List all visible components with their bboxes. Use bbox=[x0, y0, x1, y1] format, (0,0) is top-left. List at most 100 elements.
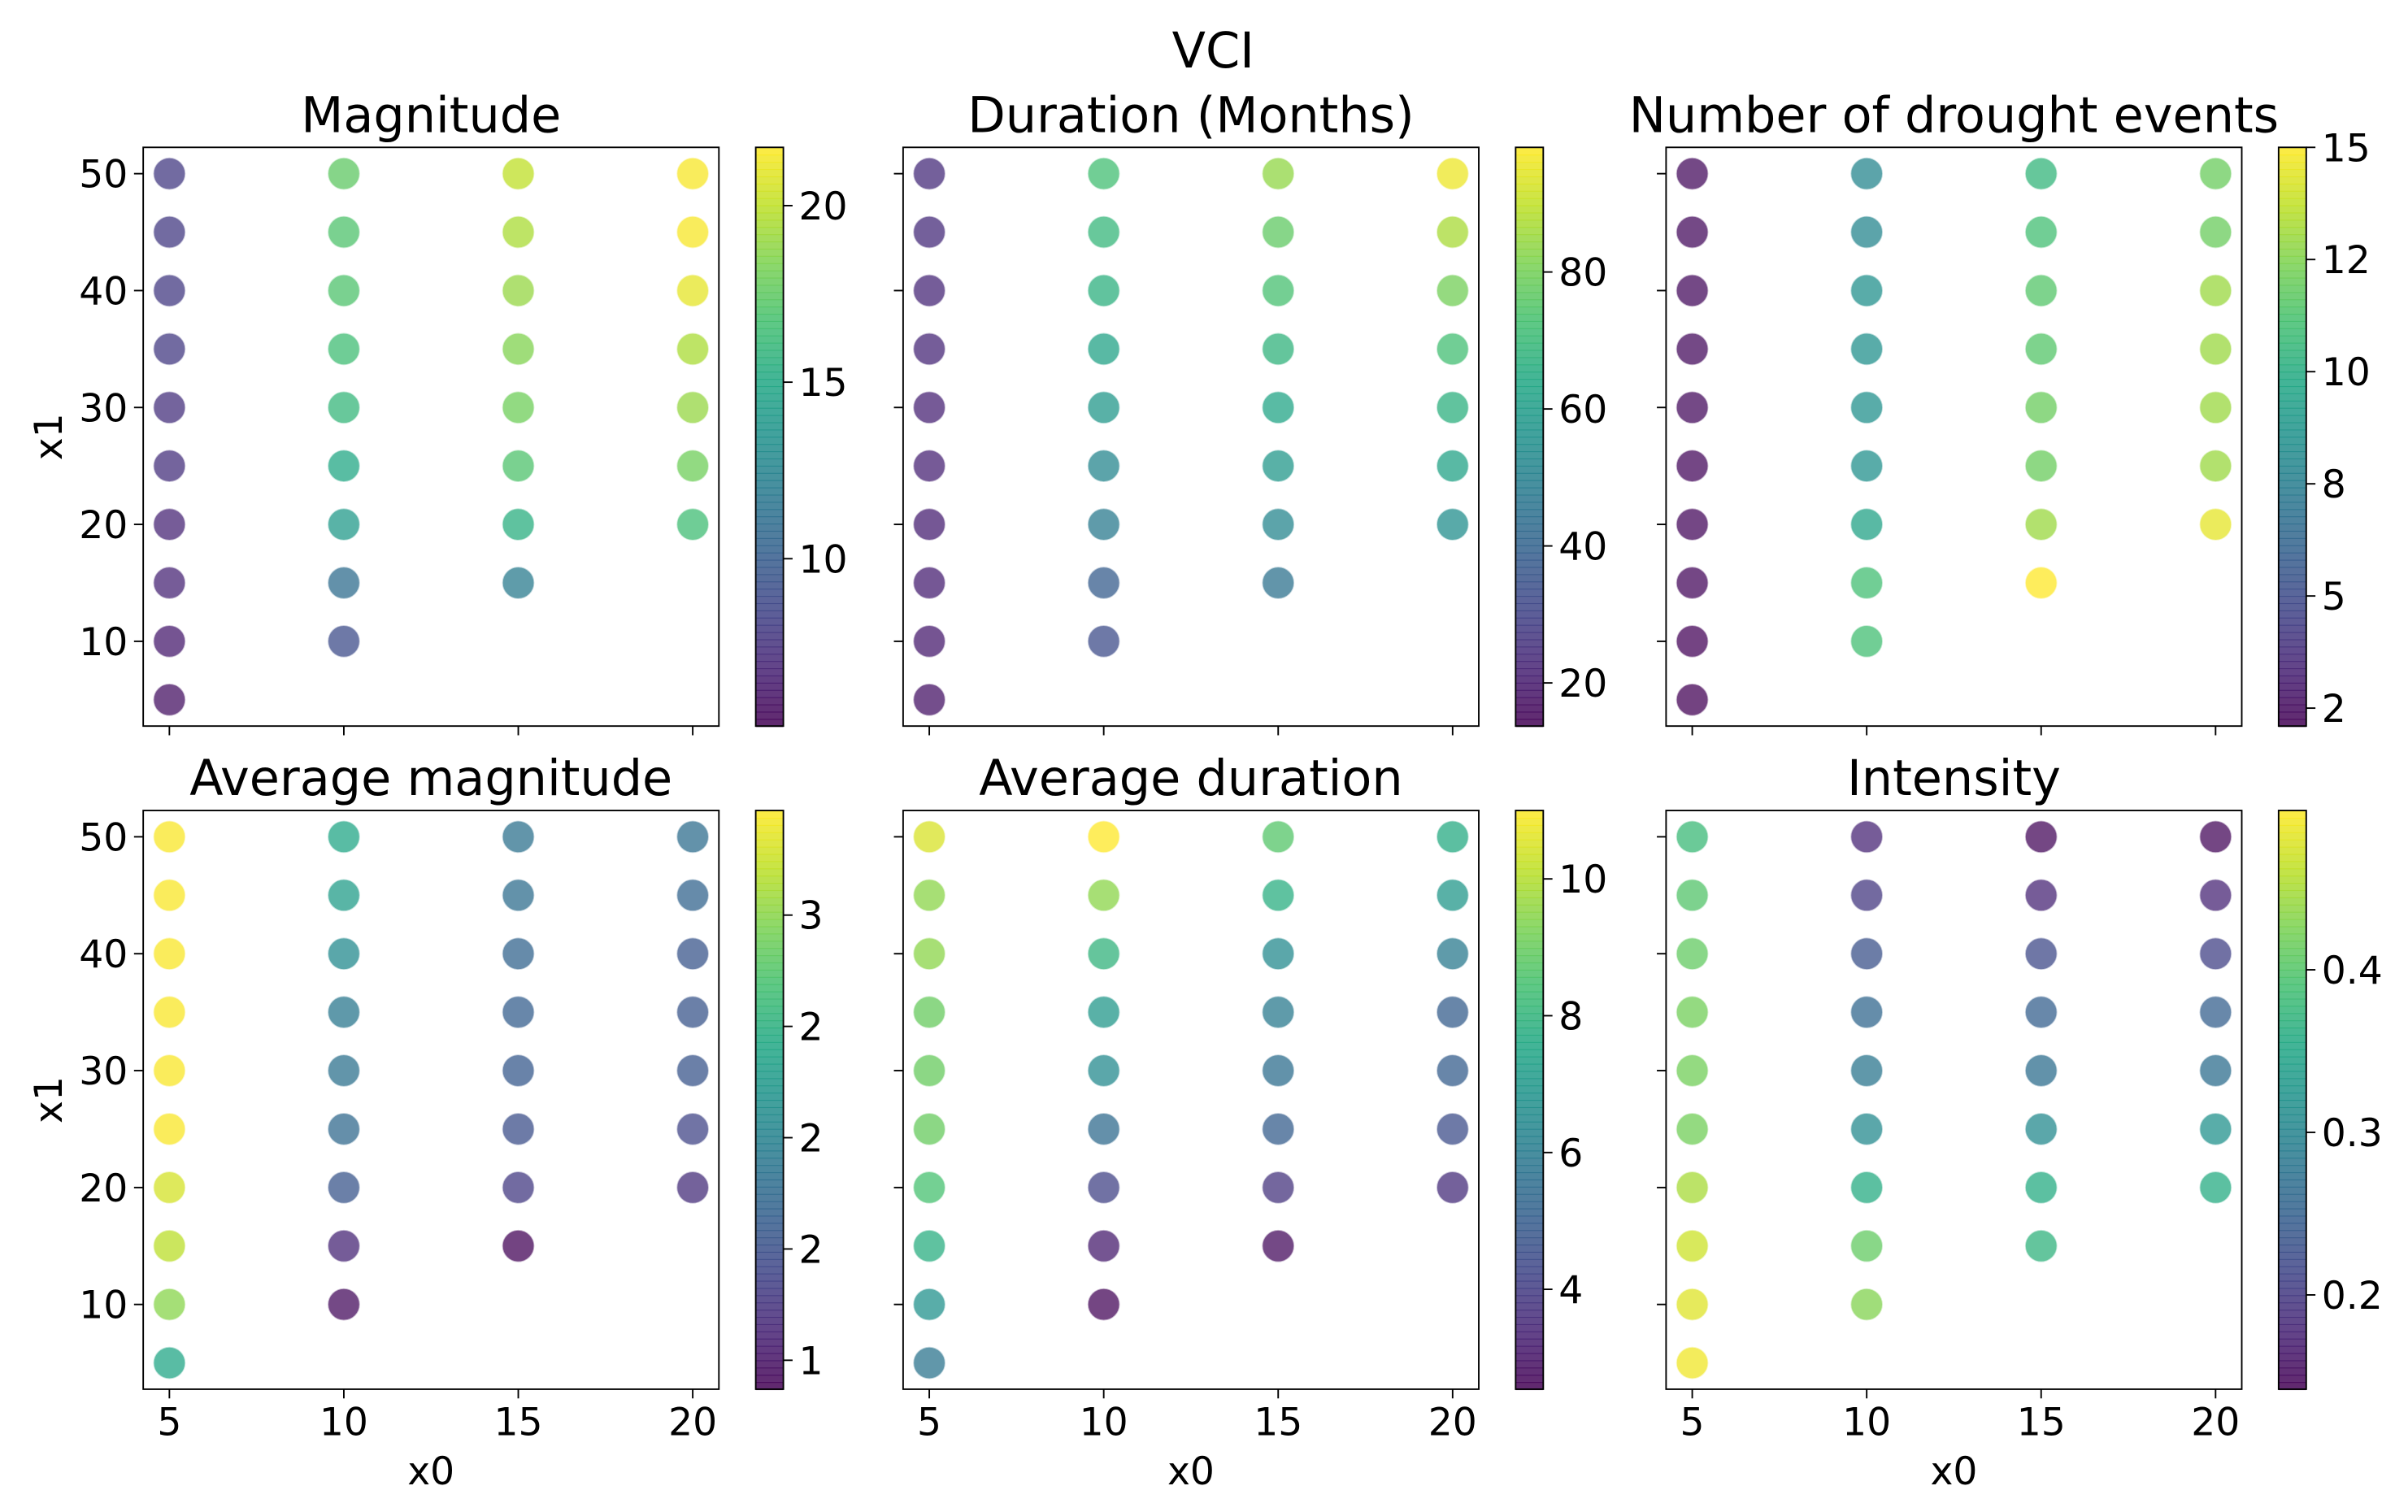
colorbar-segment bbox=[2278, 212, 2306, 221]
scatter-point bbox=[1849, 332, 1884, 367]
scatter-point bbox=[2198, 995, 2233, 1029]
scatter-point bbox=[1849, 449, 1884, 483]
colorbar-segment bbox=[2278, 472, 2306, 481]
colorbar-segment bbox=[1515, 697, 1544, 706]
scatter-point bbox=[2023, 936, 2058, 971]
scatter-point bbox=[1086, 390, 1121, 425]
colorbar-segment bbox=[2278, 654, 2306, 663]
scatter-point bbox=[1436, 449, 1470, 483]
colorbar-segment bbox=[755, 1345, 784, 1354]
colorbar-segment bbox=[1515, 810, 1544, 819]
colorbar-segment bbox=[2278, 1223, 2306, 1232]
scatter-point bbox=[1261, 507, 1296, 541]
colorbar-segment bbox=[2278, 624, 2306, 633]
colorbar-tick-label: 2 bbox=[798, 1117, 823, 1162]
colorbar-segment bbox=[2278, 241, 2306, 250]
scatter-point bbox=[2023, 819, 2058, 854]
scatter-point bbox=[501, 1054, 536, 1088]
colorbar-segment bbox=[1515, 480, 1544, 489]
colorbar-segment bbox=[755, 285, 784, 293]
colorbar-segment bbox=[755, 711, 784, 720]
colorbar-segment bbox=[755, 574, 784, 583]
colorbar-segment bbox=[755, 1302, 784, 1311]
colorbar-segment bbox=[755, 537, 784, 546]
colorbar-segment bbox=[755, 1375, 784, 1384]
colorbar-tick-label: 20 bbox=[1558, 662, 1607, 706]
scatter-point bbox=[1086, 878, 1121, 913]
colorbar-segment bbox=[2278, 277, 2306, 286]
colorbar-segment bbox=[2278, 1041, 2306, 1050]
colorbar-segment bbox=[2278, 919, 2306, 928]
colorbar-segment bbox=[1515, 682, 1544, 691]
scatter-point bbox=[152, 566, 187, 600]
colorbar-segment bbox=[2278, 465, 2306, 474]
colorbar-segment bbox=[1515, 335, 1544, 344]
colorbar-segment bbox=[1515, 1143, 1544, 1152]
colorbar-segment bbox=[2278, 697, 2306, 706]
colorbar-segment bbox=[2278, 810, 2306, 819]
scatter-point bbox=[912, 1287, 946, 1322]
colorbar-segment bbox=[755, 1353, 784, 1362]
colorbar-segment bbox=[1515, 458, 1544, 467]
colorbar-segment bbox=[2278, 1027, 2306, 1036]
colorbar-segment bbox=[2278, 357, 2306, 366]
colorbar-segment bbox=[1515, 602, 1544, 611]
scatter-point bbox=[676, 449, 710, 483]
scatter-point bbox=[1849, 995, 1884, 1029]
colorbar-segment bbox=[2278, 313, 2306, 322]
colorbar-segment bbox=[755, 1288, 784, 1297]
colorbar-segment bbox=[1515, 1056, 1544, 1065]
colorbar-segment bbox=[755, 385, 784, 394]
scatter-point bbox=[501, 819, 536, 854]
colorbar-segment bbox=[755, 255, 784, 264]
colorbar-segment bbox=[1515, 1150, 1544, 1159]
scatter-point bbox=[152, 1171, 187, 1205]
scatter-point bbox=[1675, 390, 1710, 425]
scatter-point bbox=[676, 1171, 710, 1205]
colorbar-segment bbox=[2278, 868, 2306, 877]
y-tick-label: 10 bbox=[79, 620, 128, 665]
colorbar-segment bbox=[755, 1266, 784, 1275]
colorbar-frame bbox=[2277, 810, 2307, 1390]
scatter-point bbox=[152, 1228, 187, 1263]
colorbar-segment bbox=[2278, 574, 2306, 583]
colorbar-segment bbox=[1515, 162, 1544, 171]
colorbar-segment bbox=[755, 624, 784, 633]
x-tick-label: 15 bbox=[1254, 1401, 1302, 1445]
colorbar-tick-label: 2 bbox=[2322, 687, 2346, 732]
colorbar-segment bbox=[1515, 1013, 1544, 1022]
scatter-point bbox=[1261, 566, 1296, 600]
colorbar-segment bbox=[1515, 911, 1544, 920]
axes-frame bbox=[1665, 146, 2243, 728]
colorbar-segment bbox=[1515, 1078, 1544, 1087]
scatter-point bbox=[2023, 566, 2058, 600]
x-tick-label: 15 bbox=[493, 1401, 542, 1445]
colorbar-segment bbox=[755, 1128, 784, 1137]
y-axis-label: x1 bbox=[27, 413, 72, 460]
colorbar-segment bbox=[2278, 711, 2306, 720]
colorbar-segment bbox=[2278, 1360, 2306, 1369]
scatter-point bbox=[2198, 507, 2233, 541]
colorbar-segment bbox=[755, 589, 784, 597]
scatter-point bbox=[327, 624, 361, 658]
colorbar-segment bbox=[2278, 1020, 2306, 1029]
scatter-point bbox=[152, 332, 187, 367]
colorbar-segment bbox=[755, 1280, 784, 1289]
scatter-point bbox=[1849, 1228, 1884, 1263]
colorbar-segment bbox=[1515, 1302, 1544, 1311]
colorbar-segment bbox=[755, 552, 784, 561]
x-axis-label: x0 bbox=[407, 1449, 454, 1494]
colorbar-segment bbox=[755, 1136, 784, 1145]
colorbar-segment bbox=[2278, 1331, 2306, 1340]
colorbar-tick-label: 0.4 bbox=[2322, 949, 2383, 993]
scatter-point bbox=[1436, 273, 1470, 308]
colorbar-segment bbox=[1515, 147, 1544, 156]
colorbar-segment bbox=[1515, 998, 1544, 1007]
scatter-point bbox=[1086, 1112, 1121, 1146]
colorbar-segment bbox=[2278, 451, 2306, 460]
scatter-point bbox=[327, 936, 361, 971]
colorbar-segment bbox=[2278, 933, 2306, 942]
colorbar-tick-label: 4 bbox=[1558, 1268, 1583, 1313]
scatter-point bbox=[2023, 878, 2058, 913]
colorbar-segment bbox=[755, 1230, 784, 1239]
